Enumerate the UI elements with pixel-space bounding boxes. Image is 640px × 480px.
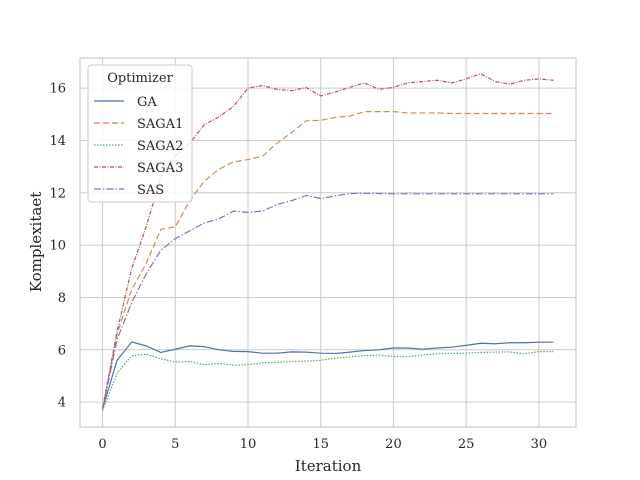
legend-label-sas: SAS	[137, 183, 164, 198]
legend-label-saga1: SAGA1	[137, 117, 183, 132]
y-tick-label: 8	[58, 291, 66, 306]
plot-frame	[79, 57, 577, 428]
y-tick-label: 6	[58, 343, 66, 358]
y-tick-label: 14	[49, 134, 66, 149]
x-tick-label: 20	[385, 437, 402, 452]
x-tick-label: 25	[458, 437, 475, 452]
y-tick-label: 16	[49, 82, 66, 97]
x-tick-label: 30	[531, 437, 548, 452]
series-line-saga2	[101, 351, 554, 411]
x-tick-label: 10	[240, 437, 257, 452]
series-line-sas	[101, 192, 554, 410]
tick-labels: 0 5 10 15 20 25 30 4 6 8 10 12 14 16	[49, 82, 547, 452]
x-axis-title: Iteration	[295, 457, 362, 475]
y-tick-label: 4	[58, 396, 66, 411]
x-tick-label: 0	[98, 437, 106, 452]
x-tick-label: 5	[171, 437, 179, 452]
x-tick-label: 15	[312, 437, 329, 452]
series-line-saga1	[101, 111, 554, 410]
legend-label-ga: GA	[137, 95, 157, 110]
y-axis-title: Komplexitaet	[27, 192, 45, 292]
series-line-ga	[101, 341, 554, 409]
legend-label-saga3: SAGA3	[137, 161, 183, 176]
y-tick-label: 12	[49, 186, 66, 201]
legend-box	[87, 64, 193, 203]
y-tick-label: 10	[49, 239, 66, 254]
legend: Optimizer GA SAGA1 SAGA2 SAGA3 SAS	[87, 64, 193, 203]
legend-label-saga2: SAGA2	[137, 139, 183, 154]
legend-title: Optimizer	[107, 71, 173, 86]
